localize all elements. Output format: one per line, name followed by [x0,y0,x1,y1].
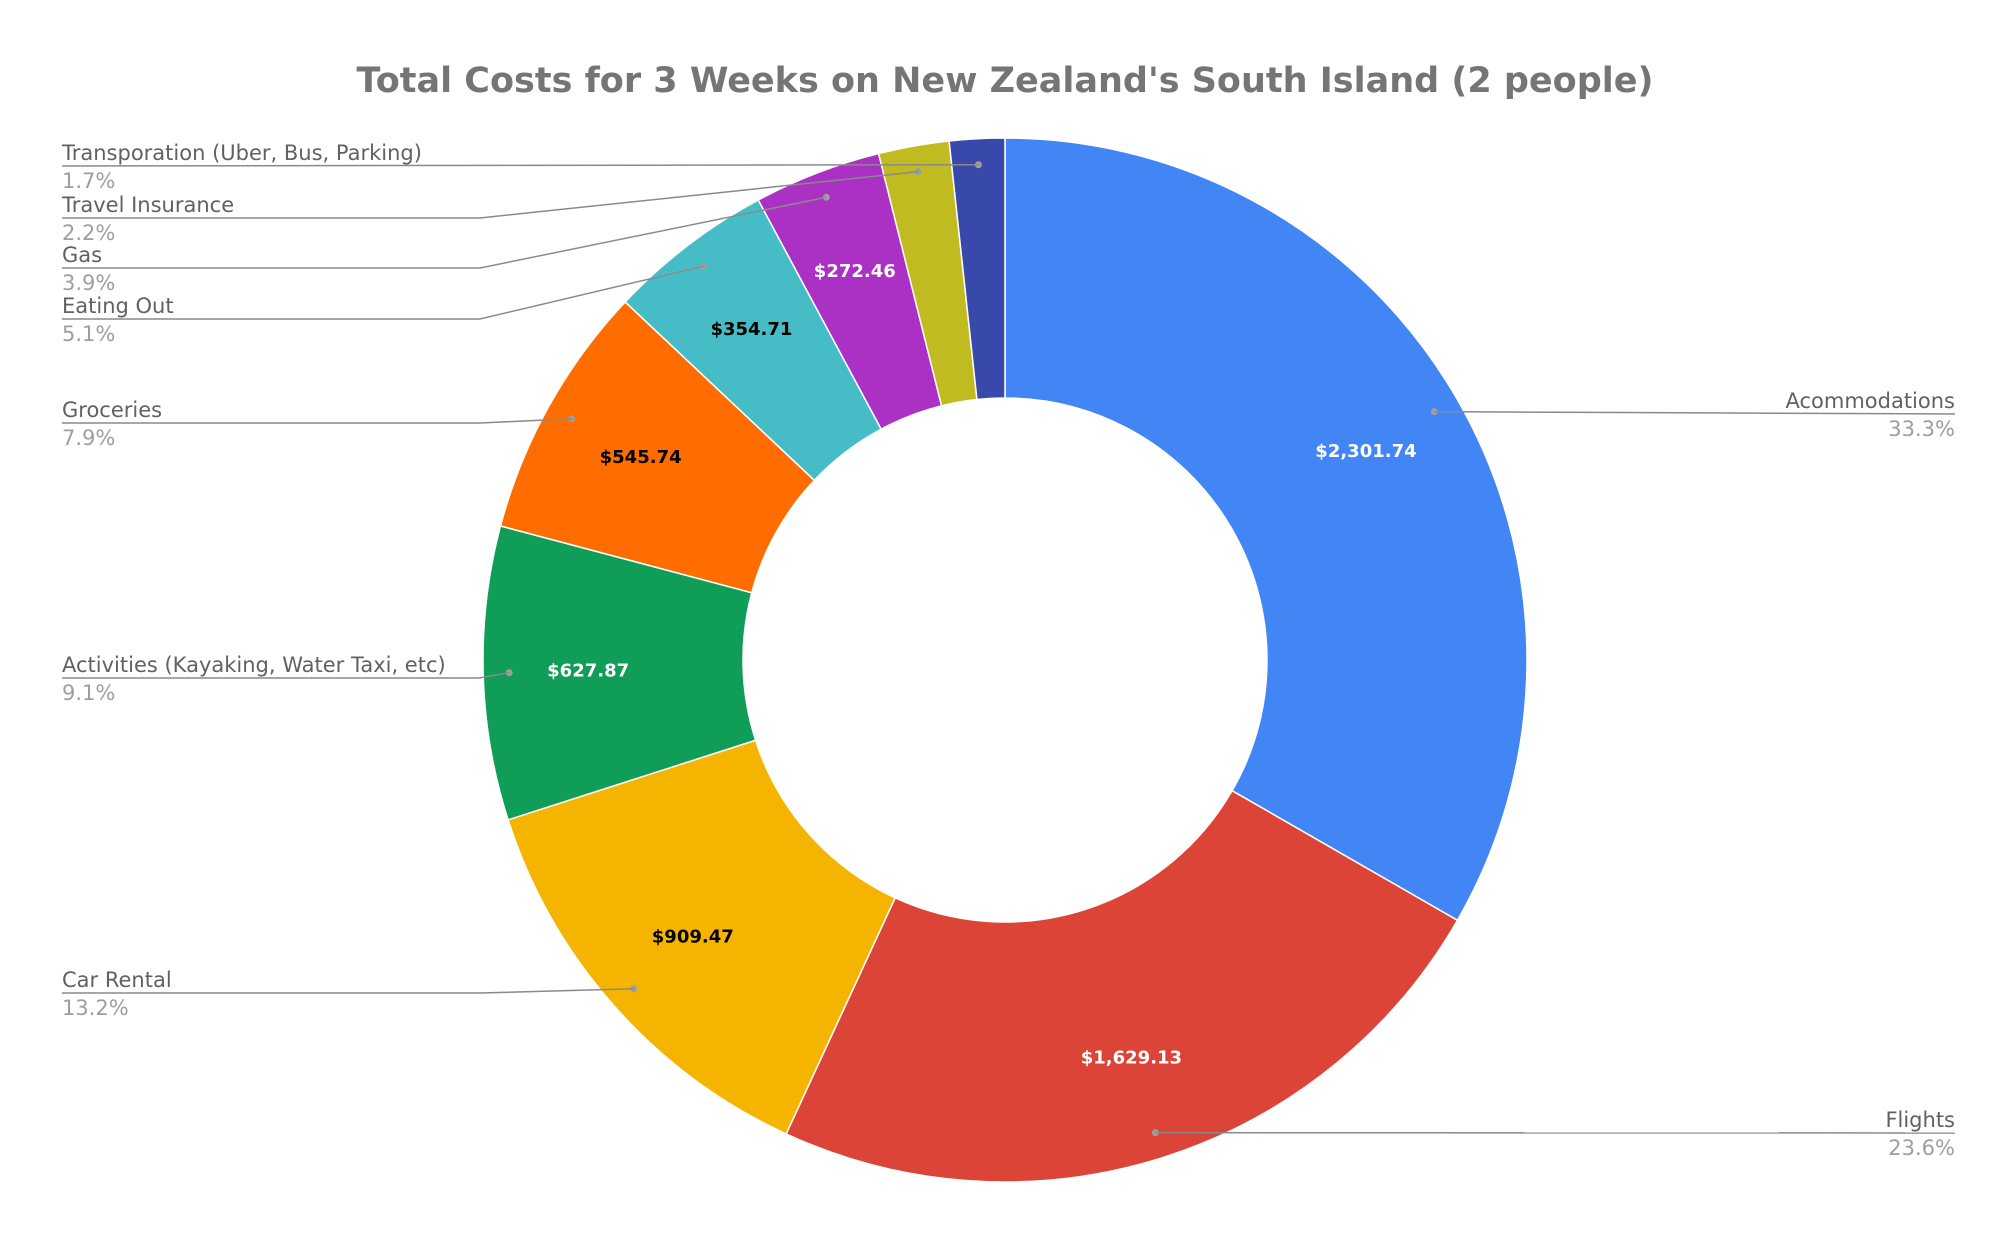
leader-line [1434,410,1956,415]
slice-value-label: $909.47 [652,926,734,947]
slice-percent-label: 3.9% [62,271,115,295]
slice-value-label: $354.71 [710,319,792,340]
slice-name-label: Activities (Kayaking, Water Taxi, etc) [62,653,446,677]
leader-line [62,672,510,679]
slice-value-label: $272.46 [814,261,896,282]
leader-line [62,196,827,269]
slice-name-label: Groceries [62,398,162,422]
slice-values-group: $2,301.74 $1,629.13 $909.47 $627.87 $545.74 $… [547,261,1417,1068]
slice-3 [507,739,897,1135]
slice-percent-label: 2.2% [62,221,115,245]
leader-line [61,163,979,167]
leader-line [62,988,634,994]
slice-1 [1004,137,1528,922]
slice-value-label: $1,629.13 [1081,1047,1182,1068]
slice-name-label: Acommodations [1785,389,1955,413]
slice-labels-group: Acommodations 33.3% Flights 23.6% Car Rental… [61,141,1955,1160]
slice-name-label: Eating Out [62,294,174,318]
slice-percent-label: 1.7% [62,169,115,193]
slice-percent-label: 7.9% [62,426,115,450]
leader-line [62,170,919,219]
slice-value-label: $545.74 [600,447,682,468]
slice-2 [785,789,1459,1183]
slice-percent-label: 23.6% [1888,1136,1955,1160]
slice-percent-label: 33.3% [1888,417,1955,441]
slice-value-label: $627.87 [547,661,629,682]
slice-percent-label: 5.1% [62,322,115,346]
slice-9 [948,137,1006,401]
leader-lines-group [61,161,1956,1137]
slice-name-label: Travel Insurance [61,193,234,217]
slice-percent-label: 9.1% [62,681,115,705]
slice-name-label: Transporation (Uber, Bus, Parking) [61,141,422,165]
leader-line [62,265,704,320]
leader-line [62,418,572,424]
slice-value-label: $2,301.74 [1315,441,1416,462]
slice-percent-label: 13.2% [62,996,129,1020]
slice-name-label: Gas [62,243,102,267]
chart-title: Total Costs for 3 Weeks on New Zealand's… [356,61,1653,101]
slice-name-label: Car Rental [62,968,172,992]
slice-name-label: Flights [1885,1108,1955,1132]
slices-group [482,137,1528,1183]
